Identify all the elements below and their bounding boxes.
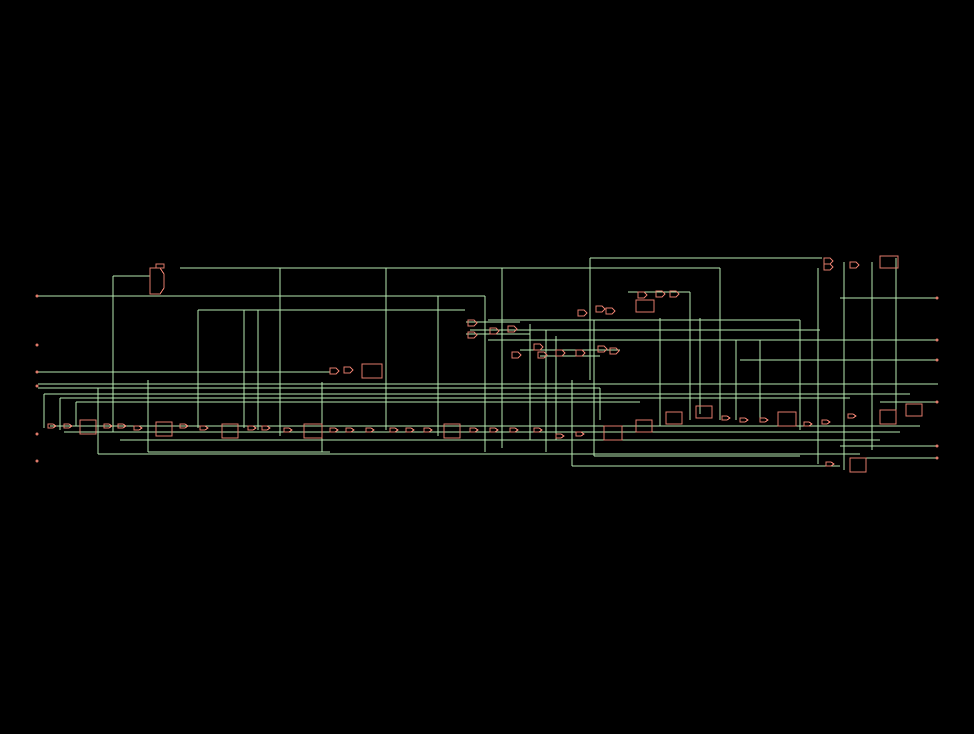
- flipflop-cell-b[interactable]: [635, 299, 655, 313]
- wire-bus-mid-2: [38, 387, 601, 420]
- wire-bus-mid-1: [38, 371, 938, 385]
- mux-cell-top[interactable]: [149, 263, 165, 295]
- output-port-2[interactable]: [935, 338, 939, 342]
- wire-riser-6: [488, 319, 801, 430]
- wire-riser-2: [243, 310, 323, 452]
- wire-bus-mid-3: [43, 393, 910, 428]
- flipflop-chain-6[interactable]: [603, 425, 623, 441]
- wire-bus-bottom-3: [571, 380, 840, 467]
- flipflop-chain-13[interactable]: [849, 457, 867, 473]
- wire-bus-top-6: [589, 257, 822, 380]
- wire-bus-bottom-2: [147, 380, 330, 453]
- flipflop-cell-c[interactable]: [879, 255, 899, 269]
- output-port-5[interactable]: [935, 444, 939, 448]
- flipflop-chain-5[interactable]: [443, 423, 461, 439]
- wire-bus-bottom-4: [593, 320, 800, 457]
- flipflop-chain-3[interactable]: [221, 423, 239, 439]
- gate-cell-b3[interactable]: [577, 305, 616, 317]
- output-port-1[interactable]: [935, 296, 939, 300]
- flipflop-cell-a[interactable]: [361, 363, 383, 379]
- wire-riser-7: [470, 329, 820, 420]
- gate-cell-b1[interactable]: [823, 257, 860, 271]
- flipflop-chain-7[interactable]: [635, 419, 653, 433]
- wire-bus-top-4: [197, 309, 465, 428]
- wire-bus-top-7: [628, 291, 691, 420]
- wire-net-layer: [38, 257, 938, 470]
- flipflop-chain-12[interactable]: [905, 403, 923, 417]
- wire-bus-top-5: [501, 267, 720, 448]
- flipflop-chain-2[interactable]: [155, 421, 173, 437]
- output-port-4[interactable]: [935, 400, 939, 404]
- gate-cell-b4[interactable]: [467, 319, 518, 339]
- wire-bus-mid-4: [59, 397, 850, 430]
- wire-bus-top-3: [180, 267, 721, 420]
- input-port-6[interactable]: [35, 459, 39, 463]
- gate-cell-layer: [47, 255, 923, 473]
- output-port-6[interactable]: [935, 456, 939, 460]
- wire-riser-1: [279, 268, 439, 436]
- flipflop-chain-1[interactable]: [79, 419, 97, 435]
- wire-riser-5: [817, 258, 897, 470]
- input-port-3[interactable]: [35, 370, 39, 374]
- flipflop-chain-4[interactable]: [303, 423, 323, 439]
- gate-chain-row[interactable]: [47, 413, 857, 467]
- flipflop-chain-9[interactable]: [695, 405, 713, 419]
- gate-cell-a1[interactable]: [329, 366, 354, 375]
- flipflop-chain-10[interactable]: [777, 411, 797, 427]
- input-port-5[interactable]: [35, 432, 39, 436]
- input-port-1[interactable]: [35, 294, 39, 298]
- input-port-4[interactable]: [35, 384, 39, 388]
- wire-riser-4: [659, 318, 737, 426]
- input-port-2[interactable]: [35, 343, 39, 347]
- io-port-layer: [35, 294, 939, 463]
- output-port-3[interactable]: [935, 358, 939, 362]
- gate-cell-b2[interactable]: [637, 290, 680, 299]
- wire-bus-top-2: [112, 275, 150, 432]
- wire-bus-bottom-1: [97, 388, 860, 455]
- gate-cell-b5[interactable]: [511, 343, 620, 359]
- flipflop-chain-11[interactable]: [879, 409, 897, 425]
- flipflop-chain-8[interactable]: [665, 411, 683, 425]
